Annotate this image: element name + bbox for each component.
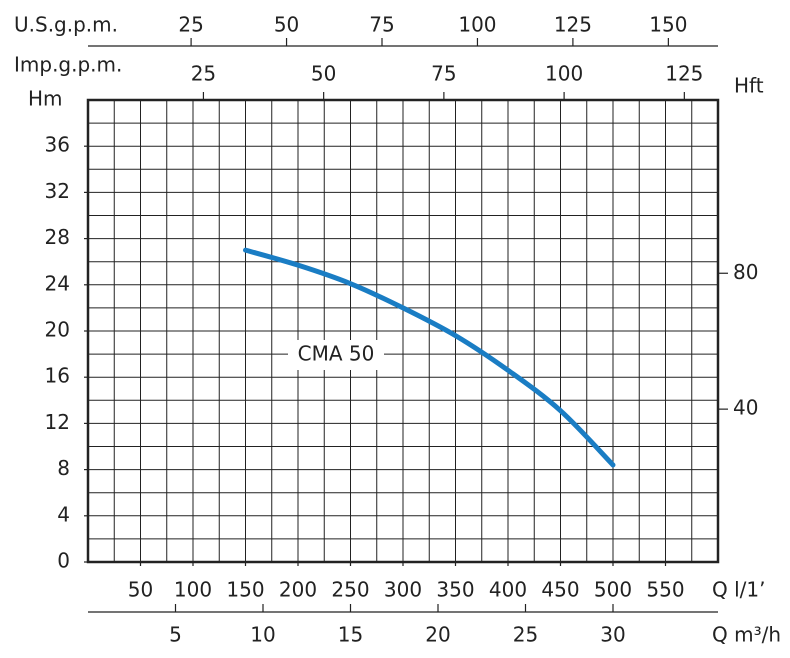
top-tick-label: 25 [178,13,203,37]
top-tick-label: 50 [311,62,336,86]
top-tick-label: 100 [545,62,583,86]
x-tick-label: 50 [128,578,153,602]
y2-tick-label: 80 [733,260,758,284]
y-tick-label: 20 [45,318,70,342]
y2-axis-label: Hft [734,74,764,98]
y-tick-label: 4 [57,502,70,526]
top-tick-label: 25 [191,62,216,86]
x-tick-label: 550 [646,578,684,602]
top-tick-label: 150 [649,13,687,37]
curve-label: CMA 50 [298,342,375,366]
top-axis-label: U.S.g.p.m. [14,13,118,37]
x-tick-label: 150 [226,578,264,602]
x-tick-label: 500 [594,578,632,602]
bottom2-tick-label: 30 [600,623,625,647]
top-tick-label: 50 [274,13,299,37]
x-tick-label: 400 [489,578,527,602]
y-tick-label: 0 [57,549,70,573]
x-tick-label: 300 [384,578,422,602]
pump-curve [243,247,616,468]
bottom2-tick-label: 25 [513,623,538,647]
top-tick-label: 125 [665,62,703,86]
bottom2-tick-label: 10 [250,623,275,647]
y2-tick-label: 40 [733,396,758,420]
x-tick-label: 200 [279,578,317,602]
x-tick-label: 250 [331,578,369,602]
y-tick-label: 24 [45,271,70,295]
x-tick-label: 450 [541,578,579,602]
y-tick-label: 8 [57,456,70,480]
top-tick-label: 125 [554,13,592,37]
top-tick-label: 100 [458,13,496,37]
y-tick-label: 32 [45,179,70,203]
bottom2-tick-label: 20 [425,623,450,647]
bottom2-axis-label: Q m³/h [712,623,781,647]
y-tick-label: 36 [45,133,70,157]
curve-label-bg [288,340,384,370]
x-tick-label: 100 [174,578,212,602]
y-tick-label: 12 [45,410,70,434]
top-axis-label: Imp.g.p.m. [14,53,122,77]
y-tick-label: 28 [45,225,70,249]
top-tick-label: 75 [369,13,394,37]
y-axis-label: Hm [28,87,63,111]
x-tick-label: 350 [436,578,474,602]
top-tick-label: 75 [431,62,456,86]
bottom2-tick-label: 5 [169,623,182,647]
bottom2-tick-label: 15 [338,623,363,647]
x-axis-label: Q l/1’ [712,578,765,602]
y-tick-label: 16 [45,364,70,388]
